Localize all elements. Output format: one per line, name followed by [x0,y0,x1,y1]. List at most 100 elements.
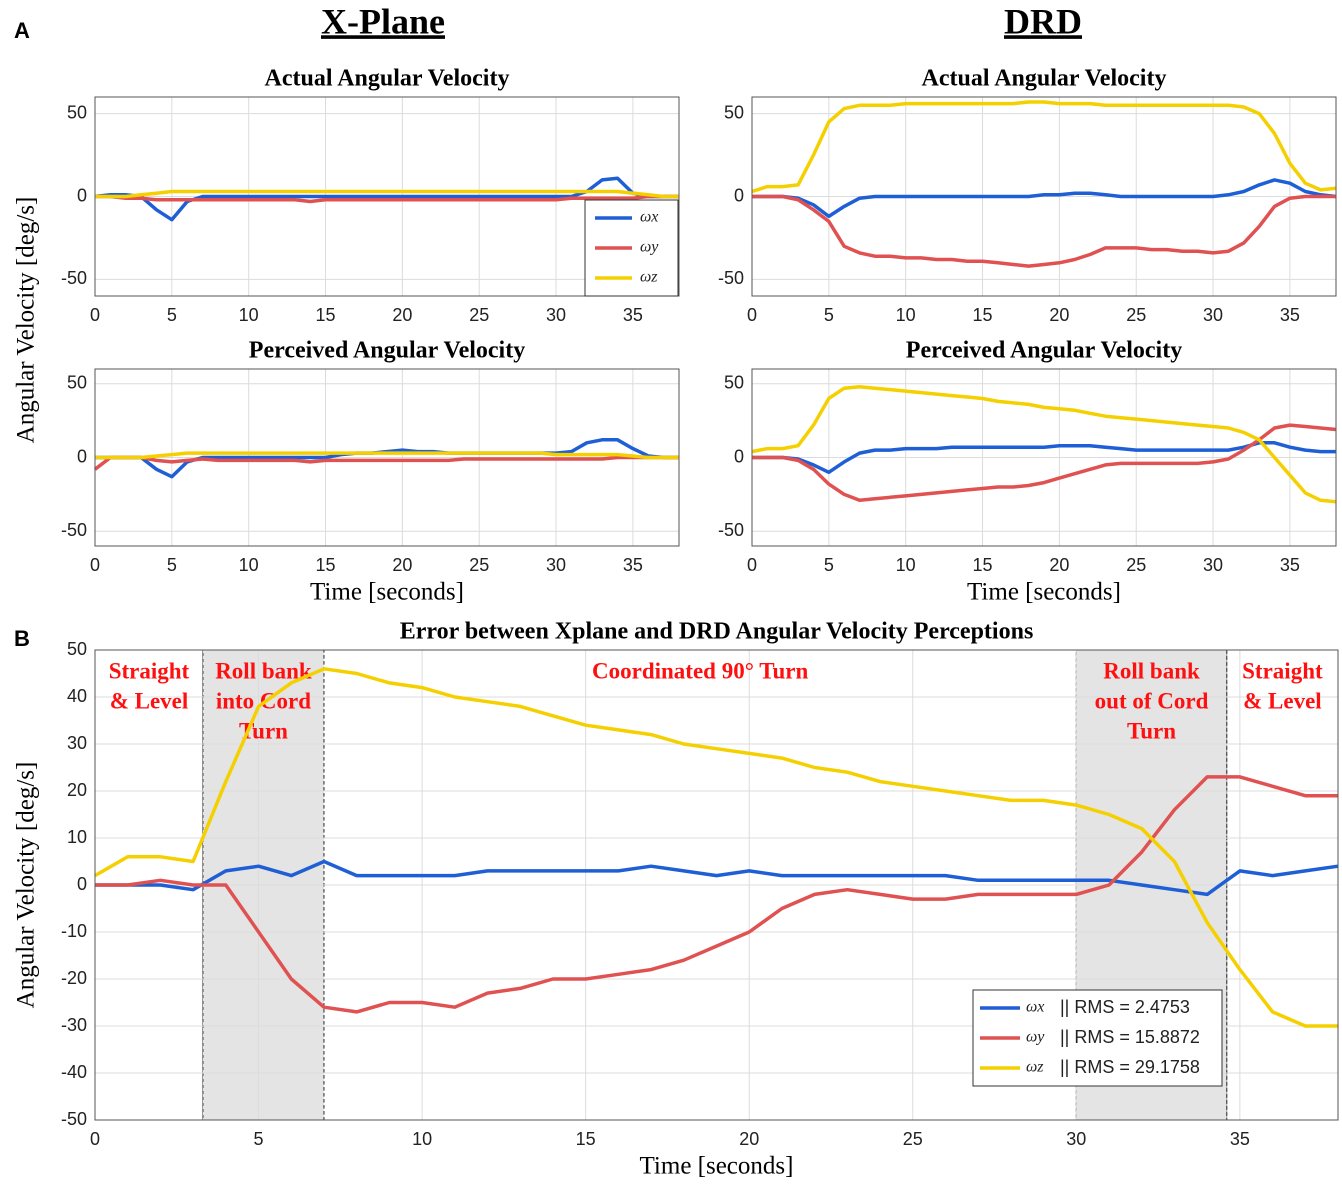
x-tick-label: 15 [316,555,336,575]
x-tick-label: 5 [824,555,834,575]
x-tick-label: 20 [1049,305,1069,325]
x-tick-label: 5 [824,305,834,325]
axes-box [751,96,1337,297]
y-tick-label: 0 [734,446,744,466]
x-axis-label: Time [seconds] [640,1153,794,1180]
chart-title: Error between Xplane and DRD Angular Vel… [400,619,1034,645]
legend-note: || RMS = 2.4753 [1060,997,1190,1017]
chart-title: Actual Angular Velocity [922,66,1167,92]
series-line [94,667,1338,1028]
axes-box [751,368,1337,547]
y-tick-label: 50 [67,639,87,659]
legend-note: || RMS = 29.1758 [1060,1057,1200,1077]
series-line [752,441,1336,475]
x-tick-label: 30 [1203,305,1223,325]
x-tick-label: 30 [546,305,566,325]
x-tick-label: 20 [739,1129,759,1149]
x-tick-label: 35 [623,555,643,575]
x-tick-label: 30 [1203,555,1223,575]
y-tick-label: 50 [67,102,87,122]
x-axis-label: Time [seconds] [310,579,464,606]
series-line [95,775,1338,1014]
axes-box [94,649,1339,1121]
x-tick-label: 25 [1126,555,1146,575]
x-tick-label: 20 [392,555,412,575]
phase-label: out of Cord [1095,688,1209,713]
x-tick-label: 25 [469,555,489,575]
y-axis-label: Angular Velocity [deg/s] [13,762,40,1009]
axes-box [94,368,680,547]
series-line [93,455,679,471]
x-tick-label: 10 [896,555,916,575]
x-tick-label: 25 [903,1129,923,1149]
y-tick-label: 20 [67,780,87,800]
panel-label: A [14,18,30,43]
y-tick-label: 10 [67,827,87,847]
legend-label: ωy [1026,1029,1045,1046]
y-tick-label: -40 [61,1062,87,1082]
x-tick-label: 10 [896,305,916,325]
x-tick-label: 0 [747,555,757,575]
y-tick-label: 50 [724,102,744,122]
series-line [751,384,1337,504]
legend-label: ωx [1026,999,1044,1016]
x-tick-label: 35 [1280,305,1300,325]
x-tick-label: 5 [167,555,177,575]
series-line [752,178,1337,219]
y-tick-label: 30 [67,733,87,753]
chart-title: Perceived Angular Velocity [249,338,525,364]
x-tick-label: 30 [1066,1129,1086,1149]
phase-label: & Level [110,688,189,713]
y-tick-label: 50 [67,373,87,393]
series-line [95,451,679,460]
legend-label: ωx [640,209,658,226]
column-title: DRD [1004,1,1082,41]
y-tick-label: -50 [61,520,87,540]
y-tick-label: 0 [77,185,87,205]
chart-title: Perceived Angular Velocity [906,338,1182,364]
phase-label: & Level [1243,688,1322,713]
x-tick-label: 10 [412,1129,432,1149]
y-tick-label: -20 [61,968,87,988]
y-tick-label: -30 [61,1015,87,1035]
x-tick-label: 15 [973,555,993,575]
y-tick-label: 40 [67,686,87,706]
y-tick-label: 50 [724,373,744,393]
x-tick-label: 10 [239,305,259,325]
x-tick-label: 20 [1049,555,1069,575]
x-tick-label: 5 [167,305,177,325]
x-tick-label: 5 [254,1129,264,1149]
x-tick-label: 0 [90,555,100,575]
phase-label: Roll bank [1103,658,1200,683]
x-tick-label: 20 [392,305,412,325]
y-tick-label: 0 [77,874,87,894]
column-title: X-Plane [321,1,445,41]
legend-label: ωy [640,239,659,256]
axes-box [94,96,680,297]
y-axis-label: Angular Velocity [deg/s] [13,197,40,444]
legend-note: || RMS = 15.8872 [1060,1027,1200,1047]
x-tick-label: 15 [576,1129,596,1149]
x-tick-label: 15 [316,305,336,325]
x-tick-label: 10 [239,555,259,575]
x-axis-label: Time [seconds] [967,579,1121,606]
y-tick-label: -50 [61,268,87,288]
series-line [752,194,1336,268]
phase-label: Coordinated 90° Turn [592,658,808,683]
x-tick-label: 35 [1230,1129,1250,1149]
x-tick-label: 15 [973,305,993,325]
x-tick-label: 25 [469,305,489,325]
y-tick-label: -50 [718,520,744,540]
series-line [95,189,679,199]
phase-label: Turn [1127,718,1176,743]
y-tick-label: -10 [61,921,87,941]
series-line [751,100,1337,194]
x-tick-label: 35 [1280,555,1300,575]
y-tick-label: -50 [718,268,744,288]
phase-label: Straight [1242,658,1323,683]
y-tick-label: 0 [77,446,87,466]
y-tick-label: -50 [61,1109,87,1129]
x-tick-label: 0 [90,305,100,325]
panel-label: B [14,626,30,651]
